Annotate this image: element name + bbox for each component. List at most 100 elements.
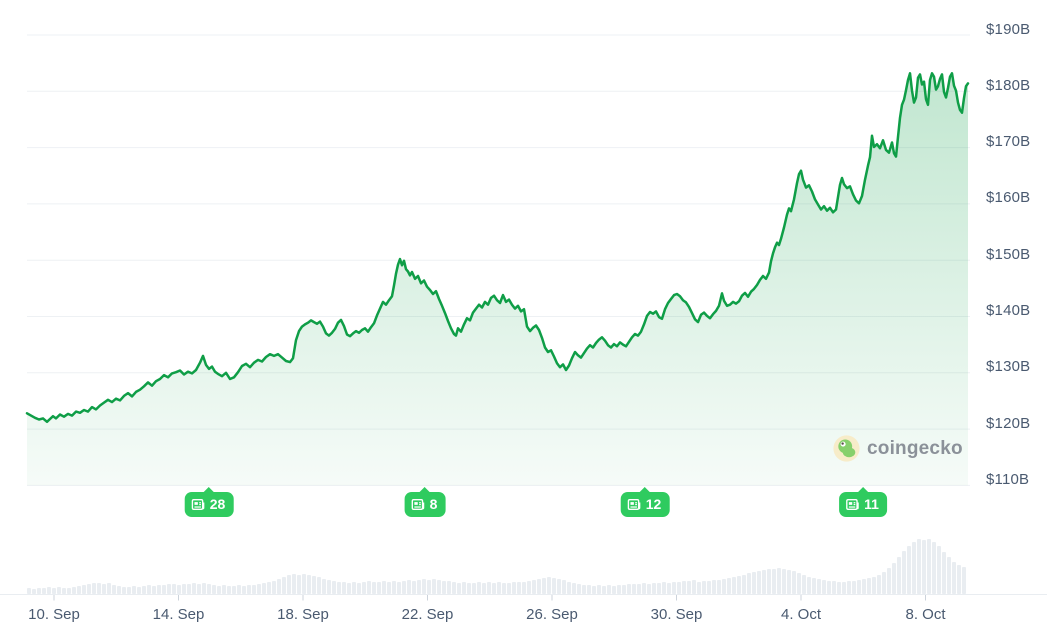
newspaper-icon xyxy=(411,499,425,510)
volume-bar xyxy=(677,582,681,594)
volume-bar xyxy=(907,546,911,594)
volume-bar xyxy=(277,579,281,594)
volume-bar xyxy=(942,552,946,594)
x-tick-label: 14. Sep xyxy=(152,606,205,623)
volume-bar xyxy=(482,583,486,594)
volume-bar xyxy=(367,581,371,594)
volume-bar xyxy=(962,567,966,594)
volume-bar xyxy=(107,583,111,594)
volume-bar xyxy=(667,583,671,594)
volume-bar xyxy=(602,586,606,594)
volume-bar xyxy=(777,568,781,594)
volume-bar xyxy=(472,583,476,594)
volume-bar xyxy=(822,580,826,594)
volume-bar xyxy=(172,584,176,594)
volume-bar xyxy=(342,582,346,594)
x-tick-label: 10. Sep xyxy=(28,606,80,623)
news-badge-28[interactable]: 28 xyxy=(184,492,234,517)
y-tick-label: $110B xyxy=(986,470,1030,488)
market-cap-line[interactable] xyxy=(25,72,970,424)
volume-bar xyxy=(727,578,731,594)
volume-bar xyxy=(547,577,551,594)
volume-bar xyxy=(132,586,136,594)
volume-bar xyxy=(827,581,831,594)
volume-bar xyxy=(492,583,496,594)
volume-bar xyxy=(622,585,626,594)
volume-bar xyxy=(247,585,251,594)
volume-bar xyxy=(47,587,51,594)
volume-bar xyxy=(332,581,336,594)
volume-bar xyxy=(757,571,761,594)
volume-bar xyxy=(557,579,561,594)
volume-bar xyxy=(232,586,236,594)
volume-bar xyxy=(867,578,871,594)
volume-bar xyxy=(157,585,161,594)
volume-bar xyxy=(802,575,806,594)
volume-bar xyxy=(192,583,196,594)
volume-bar xyxy=(832,581,836,594)
volume-bar xyxy=(257,584,261,594)
volume-bar xyxy=(697,582,701,594)
volume-bar xyxy=(762,570,766,594)
volume-bar xyxy=(637,584,641,594)
coingecko-logo-icon xyxy=(833,435,860,462)
volume-bar xyxy=(597,585,601,594)
volume-bar xyxy=(722,579,726,594)
news-count: 8 xyxy=(429,496,438,512)
volume-bar xyxy=(652,583,656,594)
volume-bar xyxy=(512,582,516,594)
volume-bar xyxy=(92,583,96,594)
y-tick-label: $120B xyxy=(986,414,1031,432)
volume-bar xyxy=(917,539,921,594)
volume-bar xyxy=(407,580,411,594)
volume-bar xyxy=(177,585,181,594)
volume-bar xyxy=(292,574,296,594)
volume-bar xyxy=(102,584,106,594)
volume-bar xyxy=(712,580,716,594)
volume-bar xyxy=(377,582,381,594)
volume-bar xyxy=(202,583,206,594)
volume-bar xyxy=(707,581,711,594)
volume-bar xyxy=(82,585,86,594)
volume-bar xyxy=(737,576,741,594)
volume-bar xyxy=(882,572,886,594)
newspaper-icon xyxy=(627,499,641,510)
volume-bar xyxy=(627,584,631,594)
volume-bar xyxy=(657,583,661,594)
volume-bar xyxy=(922,540,926,594)
volume-bar xyxy=(412,581,416,594)
volume-bar xyxy=(857,580,861,594)
volume-bar xyxy=(932,542,936,594)
volume-bar xyxy=(692,580,696,594)
volume-bar xyxy=(717,580,721,594)
volume-bar xyxy=(502,583,506,594)
volume-bar xyxy=(642,583,646,594)
volume-bar xyxy=(197,584,201,594)
y-tick-label: $160B xyxy=(986,189,1031,207)
x-axis-ticks xyxy=(53,595,926,601)
volume-bar xyxy=(67,588,71,594)
volume-bar xyxy=(422,579,426,594)
volume-bar xyxy=(647,584,651,594)
newspaper-icon xyxy=(846,499,859,510)
news-badge-12[interactable]: 12 xyxy=(620,492,670,517)
news-count: 12 xyxy=(645,496,662,512)
volume-bar xyxy=(397,582,401,594)
volume-bar xyxy=(767,569,771,594)
volume-bar xyxy=(227,586,231,594)
volume-bar xyxy=(782,569,786,594)
volume-bar xyxy=(877,575,881,594)
volume-bar xyxy=(262,583,266,594)
volume-bar xyxy=(327,580,331,594)
volume-bar xyxy=(577,584,581,594)
volume-bar xyxy=(662,582,666,594)
x-tick-label: 26. Sep xyxy=(526,606,578,623)
volume-bar xyxy=(252,585,256,594)
news-badge-8[interactable]: 8 xyxy=(404,492,446,517)
news-badge-11[interactable]: 11 xyxy=(839,492,887,517)
volume-bar xyxy=(567,582,571,594)
volume-bar xyxy=(27,588,31,594)
newspaper-icon xyxy=(191,499,205,510)
volume-bar xyxy=(122,587,126,594)
